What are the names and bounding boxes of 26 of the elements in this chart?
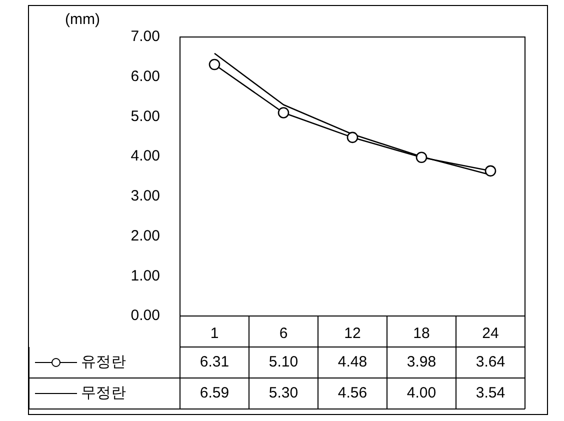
data-label: 4.56 — [338, 384, 368, 402]
x-tick-label: 18 — [413, 325, 430, 342]
x-tick-label: 24 — [482, 325, 499, 342]
data-label: 4.00 — [406, 384, 436, 402]
y-tick-label: 7.00 — [130, 28, 160, 46]
y-tick-label: 0.00 — [130, 307, 160, 324]
x-tick-label: 12 — [344, 325, 361, 342]
y-tick-label: 1.00 — [130, 267, 160, 284]
y-tick-label: 4.00 — [130, 148, 160, 165]
data-label: 6.31 — [200, 354, 230, 371]
data-label: 3.64 — [476, 354, 506, 371]
y-tick-label: 6.00 — [130, 68, 160, 85]
legend-label: 유정란 — [81, 354, 126, 371]
data-label: 3.98 — [406, 354, 436, 371]
data-label: 5.10 — [268, 354, 298, 371]
data-label: 4.48 — [338, 354, 368, 371]
x-tick-label: 1 — [210, 325, 219, 342]
y-tick-label: 3.00 — [130, 188, 160, 205]
y-tick-label: 5.00 — [130, 108, 160, 125]
data-label: 3.54 — [476, 384, 506, 402]
y-tick-label: 2.00 — [130, 227, 160, 244]
data-label: 6.59 — [200, 384, 230, 402]
data-label: 5.30 — [268, 384, 298, 402]
legend-label: 무정란 — [81, 384, 126, 402]
x-tick-label: 6 — [279, 325, 288, 342]
y-axis-title: (mm) — [65, 11, 100, 28]
